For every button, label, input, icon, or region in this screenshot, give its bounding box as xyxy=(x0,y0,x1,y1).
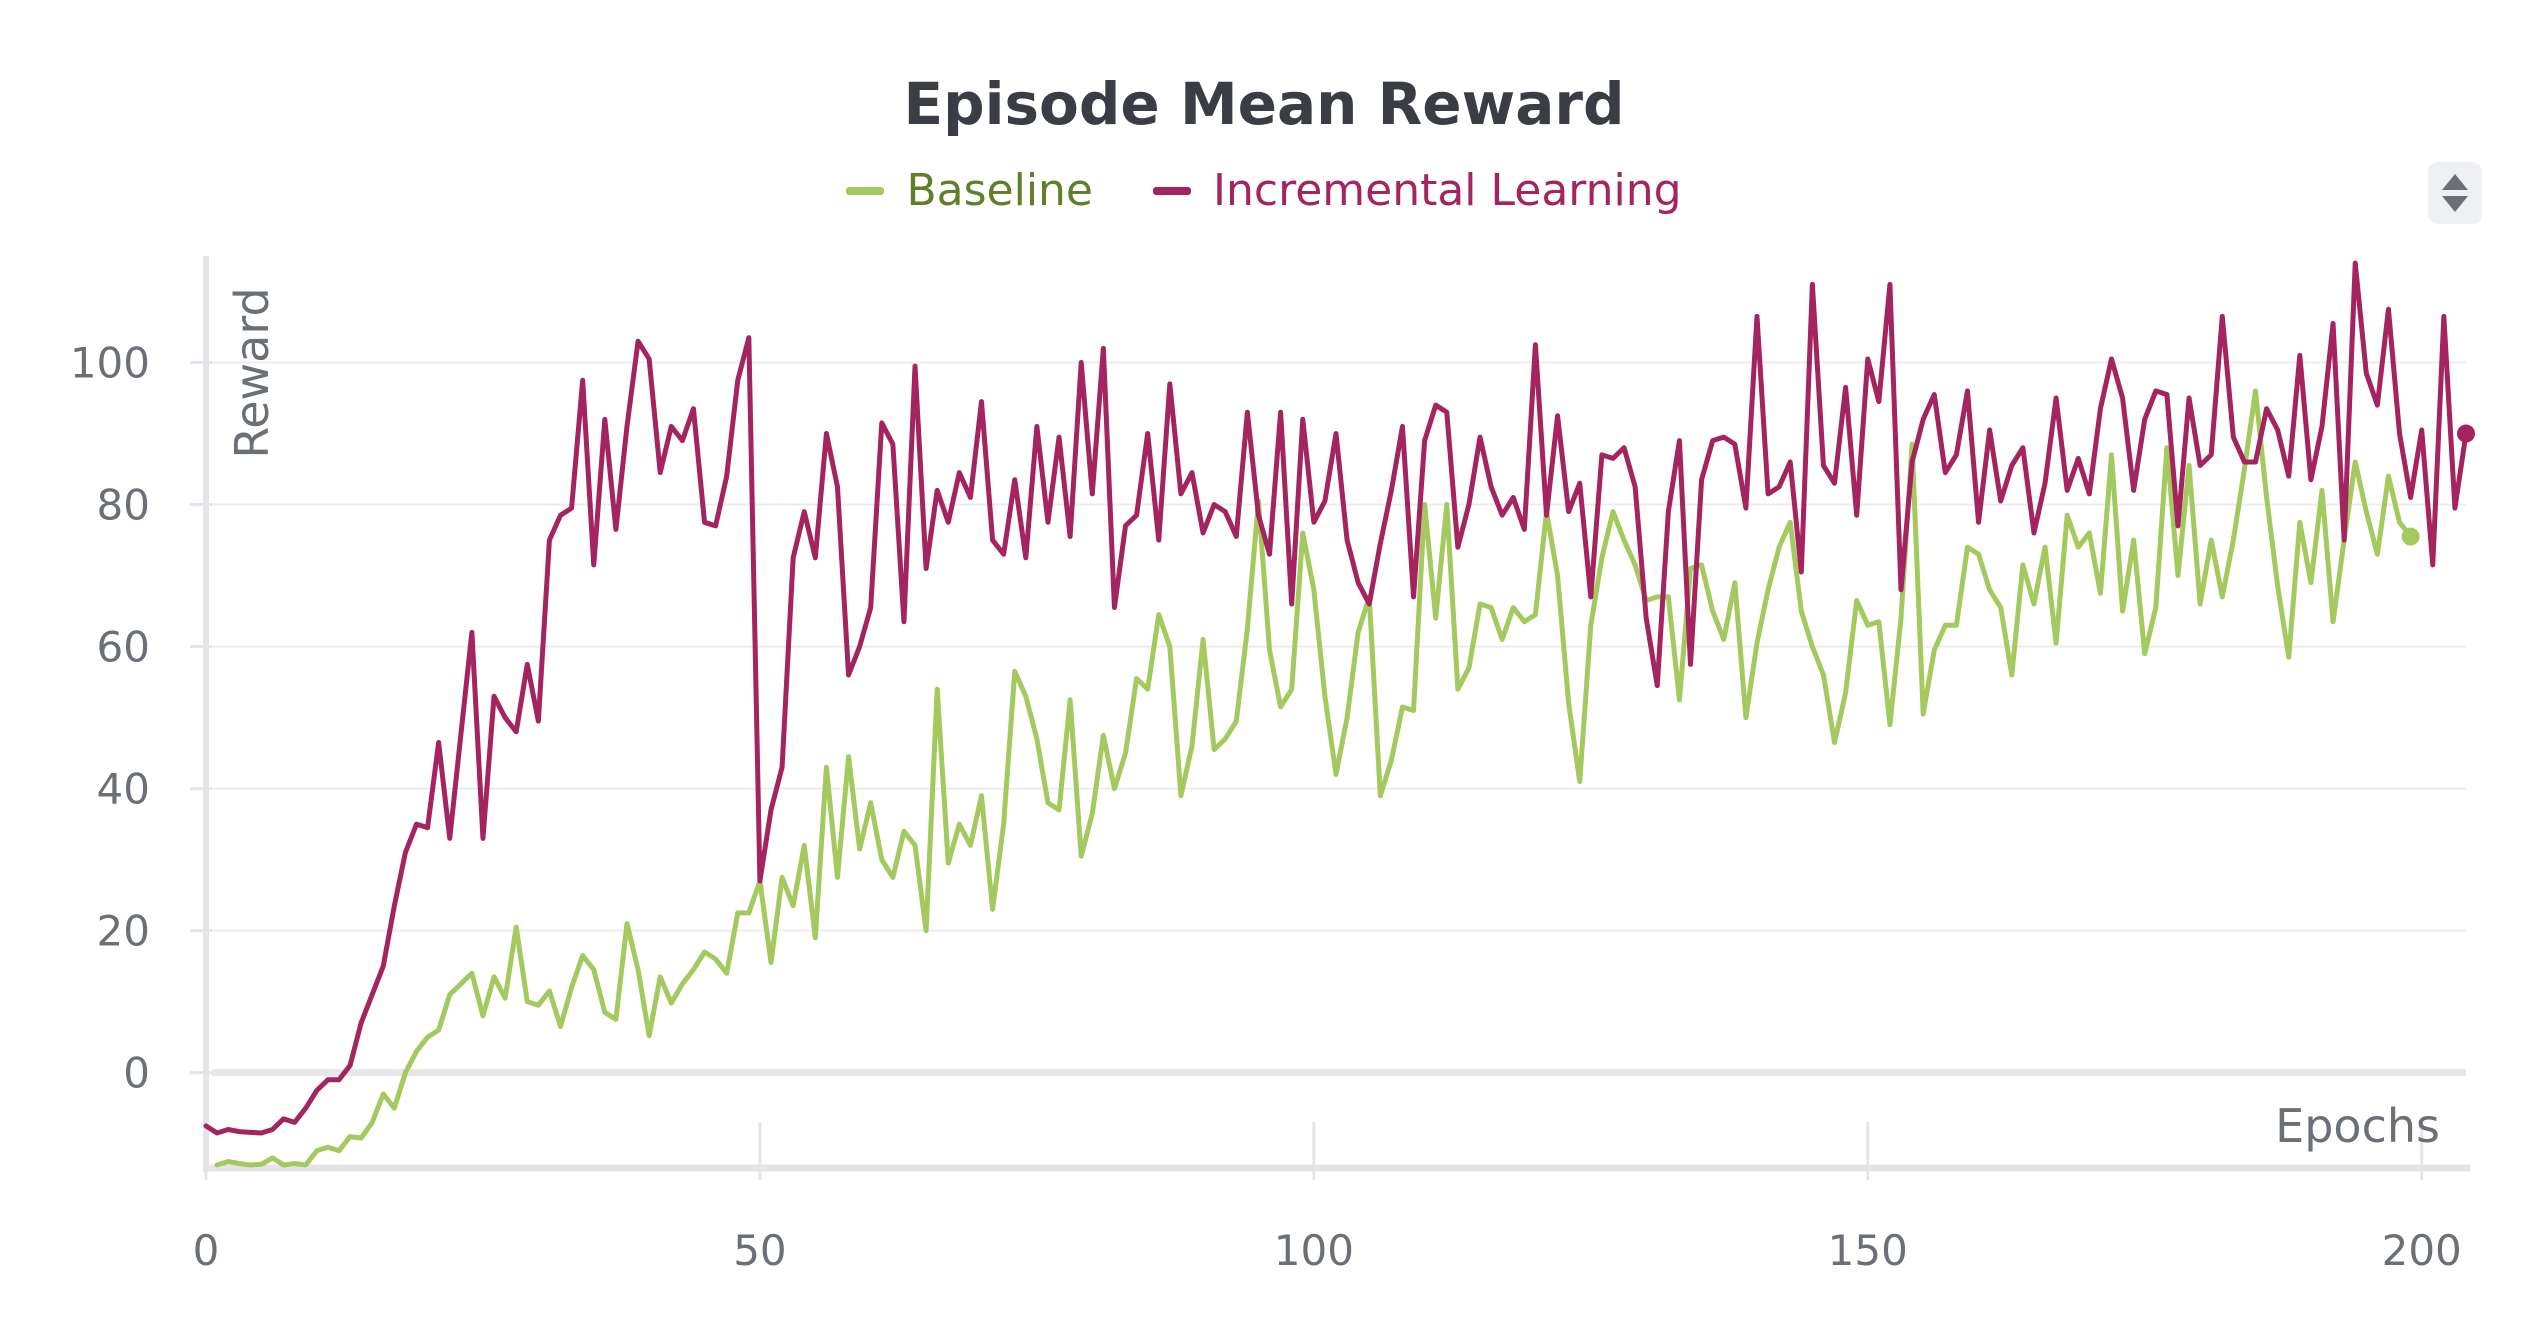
ytick-label-20: 20 xyxy=(97,907,150,956)
arrow-down-icon xyxy=(2442,196,2468,212)
legend-swatch-baseline xyxy=(846,186,885,195)
legend-item-baseline[interactable]: Baseline xyxy=(846,165,1093,216)
tick-labels: 0 20 40 60 80 100 0 50 100 150 200 Epochs Reward xyxy=(70,287,2462,1275)
ytick-label-100: 100 xyxy=(70,339,150,388)
series-baseline xyxy=(214,388,2420,1168)
legend: Baseline Incremental Learning xyxy=(0,165,2528,216)
ytick-label-80: 80 xyxy=(97,481,150,530)
xtick-label-200: 200 xyxy=(2382,1226,2462,1275)
x-axis-title: Epochs xyxy=(2275,1099,2440,1153)
xtick-label-100: 100 xyxy=(1274,1226,1354,1275)
axes xyxy=(190,256,2470,1180)
xtick-label-0: 0 xyxy=(193,1226,220,1275)
series-end-marker-incremental-learning[interactable] xyxy=(2457,424,2475,443)
y-axis-title: Reward xyxy=(225,287,279,458)
xtick-label-150: 150 xyxy=(1828,1226,1908,1275)
legend-label-incremental-learning: Incremental Learning xyxy=(1213,165,1682,216)
legend-label-baseline: Baseline xyxy=(906,165,1094,216)
series-end-marker-baseline[interactable] xyxy=(2401,527,2420,546)
legend-item-incremental-learning[interactable]: Incremental Learning xyxy=(1153,165,1682,216)
arrow-up-icon xyxy=(2442,174,2468,190)
series-layer xyxy=(203,260,2475,1168)
ytick-label-40: 40 xyxy=(97,765,150,814)
chart-title: Episode Mean Reward xyxy=(903,70,1625,138)
series-line-baseline[interactable] xyxy=(214,388,2414,1168)
ytick-label-0: 0 xyxy=(123,1049,150,1098)
series-incremental-learning xyxy=(203,260,2475,1136)
legend-scroll-toggle-icon[interactable] xyxy=(2428,162,2482,224)
legend-swatch-incremental-learning xyxy=(1153,186,1192,195)
ytick-label-60: 60 xyxy=(97,623,150,672)
xtick-label-50: 50 xyxy=(733,1226,786,1275)
series-line-incremental-learning[interactable] xyxy=(203,260,2469,1136)
